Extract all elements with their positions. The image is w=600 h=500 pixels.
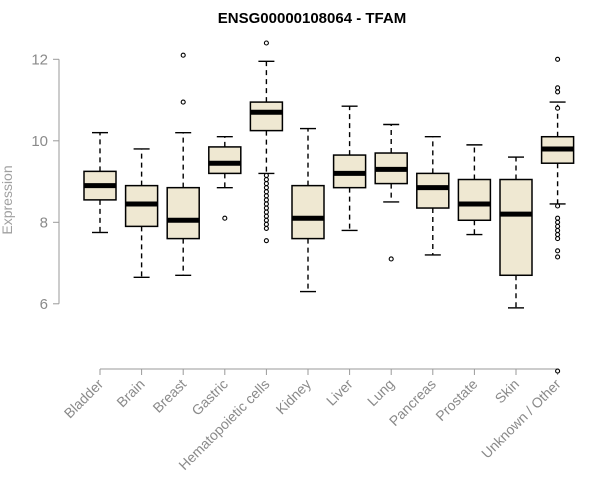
outlier-point (555, 248, 561, 254)
box-iqr (457, 178, 492, 222)
box-skin (499, 156, 533, 309)
outlier-point (263, 225, 269, 231)
outlier-point (222, 215, 228, 221)
x-tick-label: Liver (323, 376, 356, 409)
outlier-point (263, 221, 269, 227)
x-tick-label: Breast (149, 376, 189, 416)
y-axis-label: Expression (0, 165, 15, 234)
box-bladder (83, 131, 117, 234)
outlier-point (263, 40, 269, 46)
outlier-point (555, 85, 561, 91)
box-brain (124, 148, 159, 279)
outlier-point (263, 238, 269, 244)
box-iqr (249, 101, 284, 132)
box-liver (332, 105, 367, 232)
box-pancreas (416, 136, 450, 256)
outlier-point (555, 203, 561, 209)
outlier-point (263, 172, 269, 178)
box-unknown-other (540, 56, 575, 374)
box-iqr (208, 146, 242, 175)
y-tick-label: 12 (31, 51, 48, 68)
y-tick-label: 8 (40, 214, 48, 231)
outlier-point (263, 193, 269, 199)
outlier-point (555, 89, 561, 95)
box-iqr (416, 172, 450, 209)
box-breast (166, 52, 200, 276)
x-tick-label: Kidney (273, 376, 315, 418)
outlier-point (180, 52, 186, 58)
outlier-point (263, 185, 269, 191)
outlier-point (555, 219, 561, 225)
outlier-point (263, 189, 269, 195)
outlier-point (388, 256, 394, 262)
outlier-point (263, 217, 269, 223)
outlier-point (555, 236, 561, 242)
x-tick-label: Unknown / Other (478, 376, 564, 462)
x-tick-label: Skin (492, 376, 523, 407)
outlier-point (555, 368, 561, 374)
box-prostate (457, 144, 492, 236)
outlier-point (263, 176, 269, 183)
box-lung (374, 123, 408, 262)
outlier-point (555, 105, 561, 111)
outlier-point (555, 227, 561, 233)
x-tick-label: Lung (364, 376, 397, 409)
outlier-point (555, 56, 561, 62)
outlier-point (263, 205, 269, 211)
box-iqr (291, 184, 325, 240)
boxes-group (83, 40, 575, 374)
box-hematopoietic-cells (249, 40, 284, 244)
outlier-point (263, 213, 269, 219)
outlier-point (555, 223, 561, 229)
box-gastric (208, 136, 242, 221)
outlier-point (555, 231, 561, 238)
x-tick-label: Bladder (61, 376, 107, 422)
y-tick-label: 6 (40, 296, 48, 313)
x-tick-label: Brain (113, 376, 147, 410)
y-tick-label: 10 (31, 133, 48, 150)
outlier-point (263, 201, 269, 207)
outlier-point (555, 254, 561, 260)
y-axis: 6 8 10 12 (31, 51, 60, 313)
outlier-point (263, 209, 269, 215)
box-iqr (166, 186, 200, 240)
outlier-point (263, 181, 269, 187)
chart-title: ENSG00000108064 - TFAM (218, 10, 406, 27)
outlier-point (180, 99, 186, 105)
outlier-point (555, 215, 561, 221)
x-tick-label: Prostate (432, 376, 480, 424)
outlier-point (263, 197, 269, 203)
box-iqr (499, 178, 533, 277)
box-kidney (291, 127, 325, 293)
